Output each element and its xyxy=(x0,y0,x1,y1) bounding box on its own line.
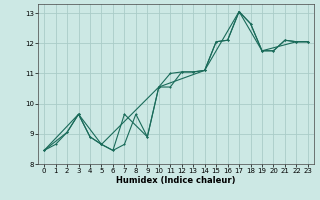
X-axis label: Humidex (Indice chaleur): Humidex (Indice chaleur) xyxy=(116,176,236,185)
